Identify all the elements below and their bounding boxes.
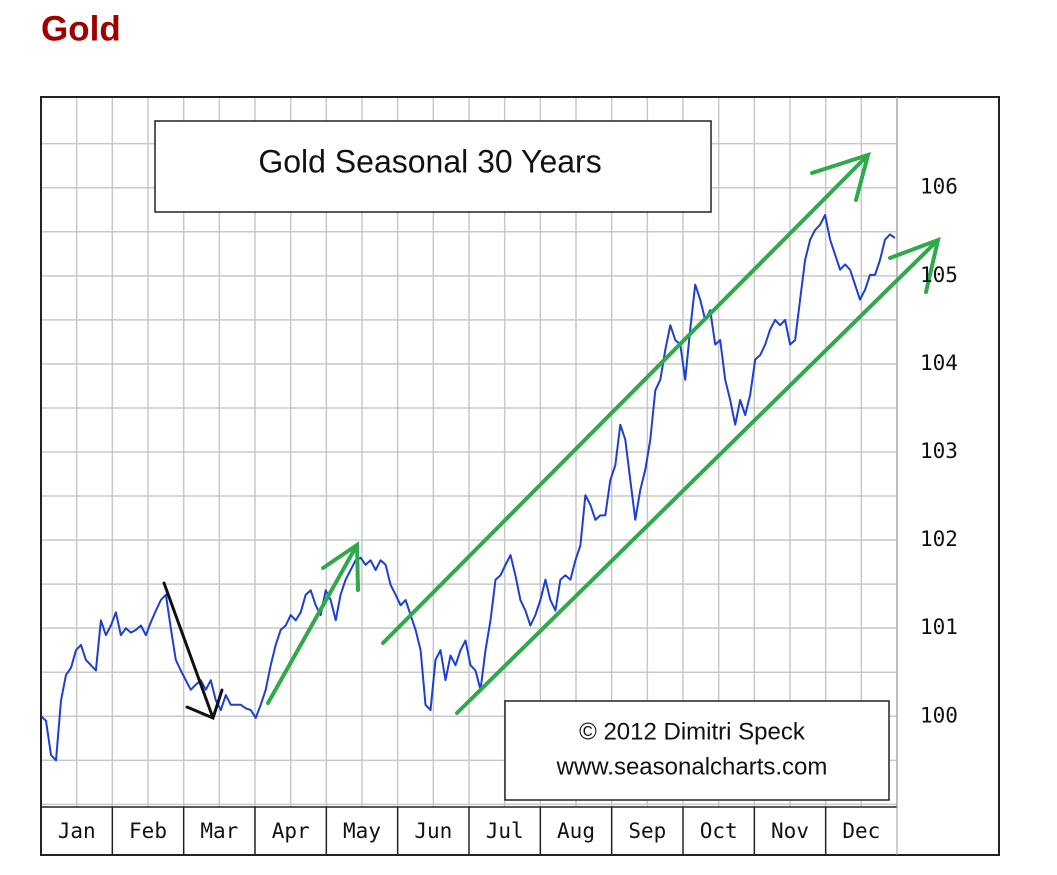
chart-title: Gold Seasonal 30 Years <box>258 143 601 179</box>
y-tick-label: 100 <box>920 703 958 727</box>
y-tick-label: 105 <box>920 263 958 287</box>
x-tick-label: Jul <box>486 819 524 843</box>
x-tick-label: Jan <box>58 819 96 843</box>
x-tick-label: Feb <box>129 819 167 843</box>
credit-text: © 2012 Dimitri Speck <box>579 718 806 745</box>
arrow <box>162 581 224 721</box>
page-title: Gold <box>41 9 121 48</box>
y-tick-label: 102 <box>920 527 958 551</box>
y-tick-label: 106 <box>920 175 958 199</box>
x-tick-label: Mar <box>200 819 238 843</box>
x-tick-label: Jun <box>414 819 452 843</box>
title-box <box>154 120 712 213</box>
x-tick-label: Aug <box>557 819 595 843</box>
arrow <box>266 541 360 705</box>
x-tick-label: Dec <box>842 819 880 843</box>
x-tick-label: Oct <box>700 819 738 843</box>
x-tick-label: Apr <box>272 819 310 843</box>
chart-frame <box>40 96 1000 856</box>
y-tick-label: 101 <box>920 615 958 639</box>
y-tick-label: 103 <box>920 439 958 463</box>
price-line <box>40 214 896 762</box>
x-tick-label: Nov <box>771 819 809 843</box>
x-tick-label: Sep <box>628 819 666 843</box>
x-tick-label: May <box>343 819 381 843</box>
credit-text: www.seasonalcharts.com <box>556 753 828 780</box>
arrow <box>455 236 941 715</box>
arrow <box>381 151 871 645</box>
credit-box <box>504 700 890 801</box>
y-tick-label: 104 <box>920 351 958 375</box>
trend-arrows <box>266 151 941 715</box>
